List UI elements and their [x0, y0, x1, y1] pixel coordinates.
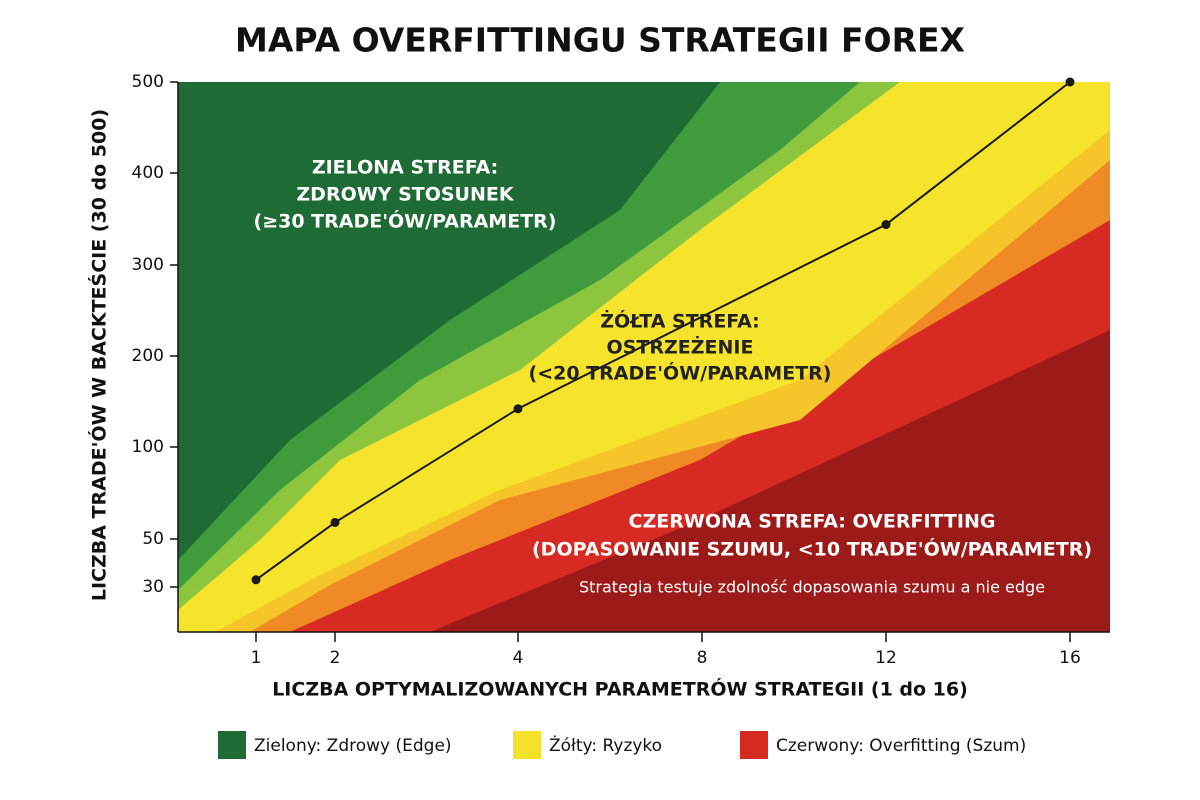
- y-tick-label: 200: [132, 346, 164, 366]
- point: [1065, 77, 1075, 87]
- zone-label: CZERWONA STREFA: OVERFITTING: [629, 511, 996, 533]
- x-tick-label: 8: [697, 648, 708, 668]
- y-tick-label: 30: [142, 577, 164, 597]
- y-tick-label: 50: [142, 529, 164, 549]
- x-tick-label: 12: [875, 648, 897, 668]
- zone-label: (≥30 TRADE'ÓW/PARAMETR): [254, 209, 557, 233]
- zone-note: Strategia testuje zdolność dopasowania s…: [579, 578, 1045, 597]
- zones: [178, 82, 1110, 632]
- zone-dark-green: [178, 82, 720, 560]
- x-tick-label: 4: [513, 648, 524, 668]
- legend-label: Żółty: Ryzyko: [549, 735, 662, 756]
- legend: Zielony: Zdrowy (Edge) Żółty: Ryzyko Czerw…: [218, 731, 1026, 759]
- x-tick-label: 2: [330, 648, 341, 668]
- y-tick-label: 500: [132, 72, 164, 92]
- y-tick-label: 300: [132, 255, 164, 275]
- y-tick-label: 400: [132, 163, 164, 183]
- y-axis-label: LICZBA TRADE'ÓW W BACKTEŚCIE (30 do 500): [87, 109, 111, 601]
- chart-title: MAPA OVERFITTINGU STRATEGII FOREX: [235, 21, 965, 60]
- legend-swatch: [740, 731, 768, 759]
- zone-label: ZDROWY STOSUNEK: [296, 184, 514, 206]
- x-axis-label: LICZBA OPTYMALIZOWANYCH PARAMETRÓW STRAT…: [272, 677, 968, 701]
- x-tick-label: 1: [251, 648, 262, 668]
- legend-label: Zielony: Zdrowy (Edge): [254, 736, 452, 756]
- zone-label: ŻÓŁTA STREFA:: [600, 309, 760, 333]
- y-tick-label: 100: [132, 437, 164, 457]
- legend-label: Czerwony: Overfitting (Szum): [776, 736, 1026, 756]
- x-tick-label: 16: [1059, 648, 1081, 668]
- point: [881, 220, 891, 230]
- zone-label: OSTRZEŻENIE: [607, 335, 754, 359]
- zone-label: ZIELONA STREFA:: [312, 157, 498, 179]
- legend-swatch: [218, 731, 246, 759]
- zone-label: (DOPASOWANIE SZUMU, <10 TRADE'ÓW/PARAMET…: [532, 537, 1092, 561]
- point: [251, 575, 261, 585]
- zone-label: (<20 TRADE'ÓW/PARAMETR): [529, 361, 832, 385]
- legend-swatch: [513, 731, 541, 759]
- point: [513, 404, 523, 414]
- point: [330, 517, 340, 527]
